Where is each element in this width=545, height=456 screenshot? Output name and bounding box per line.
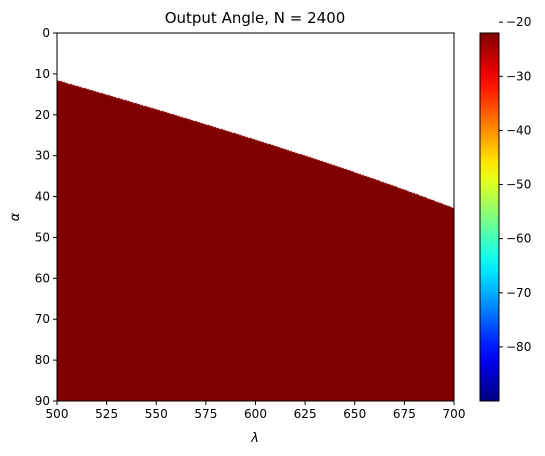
x-axis: 500 525 550 575 600 625 650 675 700 [46, 401, 466, 421]
colorbar-tick-label: −40 [506, 123, 531, 137]
colorbar-tick-label: −20 [506, 15, 531, 29]
y-tick-label: 70 [35, 312, 50, 326]
chart-title: Output Angle, N = 2400 [165, 9, 346, 27]
x-tick-label: 650 [343, 407, 366, 421]
colorbar-tick-label: −30 [506, 69, 531, 83]
colorbar-tick-label: −50 [506, 178, 531, 192]
y-tick-label: 60 [35, 271, 50, 285]
heatmap-image [57, 33, 454, 401]
x-tick-label: 700 [443, 407, 466, 421]
x-tick-label: 600 [244, 407, 267, 421]
colorbar-ticks: −20 −30 −40 −50 −60 −70 −80 [499, 15, 531, 354]
plot-area [57, 33, 454, 401]
y-tick-label: 80 [35, 353, 50, 367]
y-tick-label: 40 [35, 190, 50, 204]
x-axis-label: λ [250, 431, 259, 446]
y-axis-label: α [8, 212, 23, 221]
y-tick-label: 30 [35, 149, 50, 163]
x-tick-label: 525 [95, 407, 118, 421]
colorbar-tick-label: −80 [506, 340, 531, 354]
x-tick-label: 500 [46, 407, 69, 421]
x-tick-label: 550 [145, 407, 168, 421]
colorbar-gradient [480, 33, 499, 401]
colorbar: −20 −30 −40 −50 −60 −70 −80 [480, 15, 531, 401]
y-tick-label: 0 [42, 26, 50, 40]
y-axis: 0 10 20 30 40 50 60 70 80 90 [35, 26, 57, 408]
x-tick-label: 675 [393, 407, 416, 421]
x-tick-label: 575 [194, 407, 217, 421]
y-tick-label: 90 [35, 394, 50, 408]
colorbar-tick-label: −60 [506, 232, 531, 246]
y-tick-label: 20 [35, 108, 50, 122]
y-tick-label: 50 [35, 230, 50, 244]
colorbar-tick-label: −70 [506, 286, 531, 300]
x-tick-label: 625 [294, 407, 317, 421]
y-tick-label: 10 [35, 67, 50, 81]
